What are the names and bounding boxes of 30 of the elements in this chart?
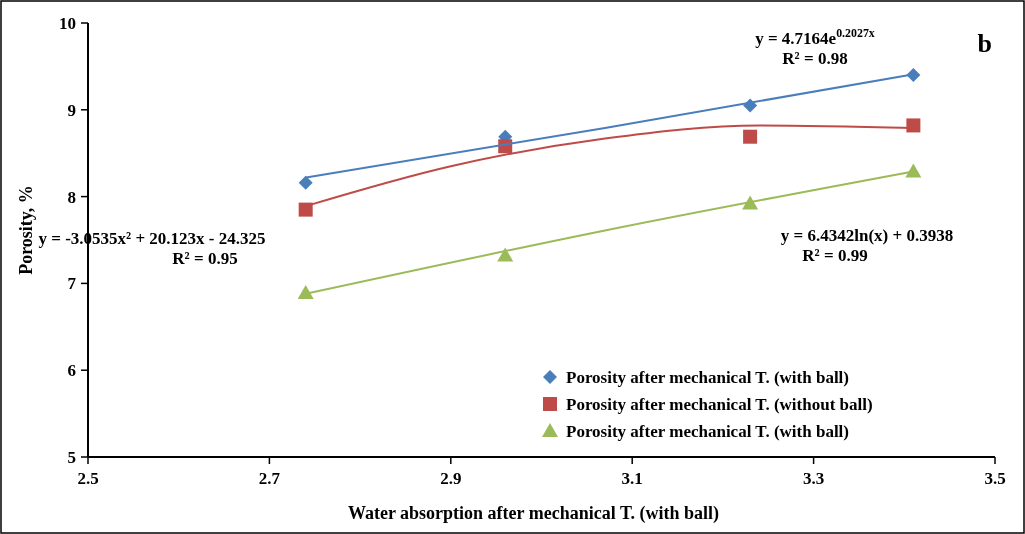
x-tick-label: 3.1 xyxy=(621,469,643,488)
y-tick-label: 6 xyxy=(67,361,76,381)
annotation: y = 6.4342ln(x) + 0.3938 xyxy=(780,226,954,245)
annotation: y = 4.7164e$^{0.2027x}$ xyxy=(755,26,875,48)
legend-label: Porosity after mechanical T. (with ball) xyxy=(566,368,849,387)
x-tick-label: 3.3 xyxy=(802,469,825,488)
y-tick-label: 5 xyxy=(67,448,76,467)
x-tick-label: 2.5 xyxy=(77,469,99,488)
y-axis-title: Porosity, % xyxy=(16,185,36,275)
legend-label: Porosity after mechanical T. (without ball) xyxy=(566,395,873,414)
annotation: R² = 0.98 xyxy=(782,49,848,68)
point xyxy=(497,247,514,262)
point xyxy=(742,195,759,210)
y-tick-label: 9 xyxy=(67,100,76,120)
x-tick-label: 2.7 xyxy=(258,469,281,488)
annotation: R² = 0.95 xyxy=(172,249,238,268)
legend-label: Porosity after mechanical T. (with ball) xyxy=(566,422,849,441)
x-tick-label: 3.5 xyxy=(984,469,1006,488)
y-tick-label: 8 xyxy=(67,187,76,207)
point xyxy=(906,118,921,133)
point xyxy=(298,202,313,217)
x-axis-title: Water absorption after mechanical T. (with ball) xyxy=(347,503,720,524)
annotation: R² = 0.99 xyxy=(802,246,868,265)
y-tick-label: 10 xyxy=(59,14,76,33)
point xyxy=(298,175,313,190)
y-tick-label: 7 xyxy=(67,274,77,294)
x-tick-label: 2.9 xyxy=(440,469,462,488)
annotation: b xyxy=(977,29,992,58)
point xyxy=(297,284,314,299)
point xyxy=(743,129,758,144)
